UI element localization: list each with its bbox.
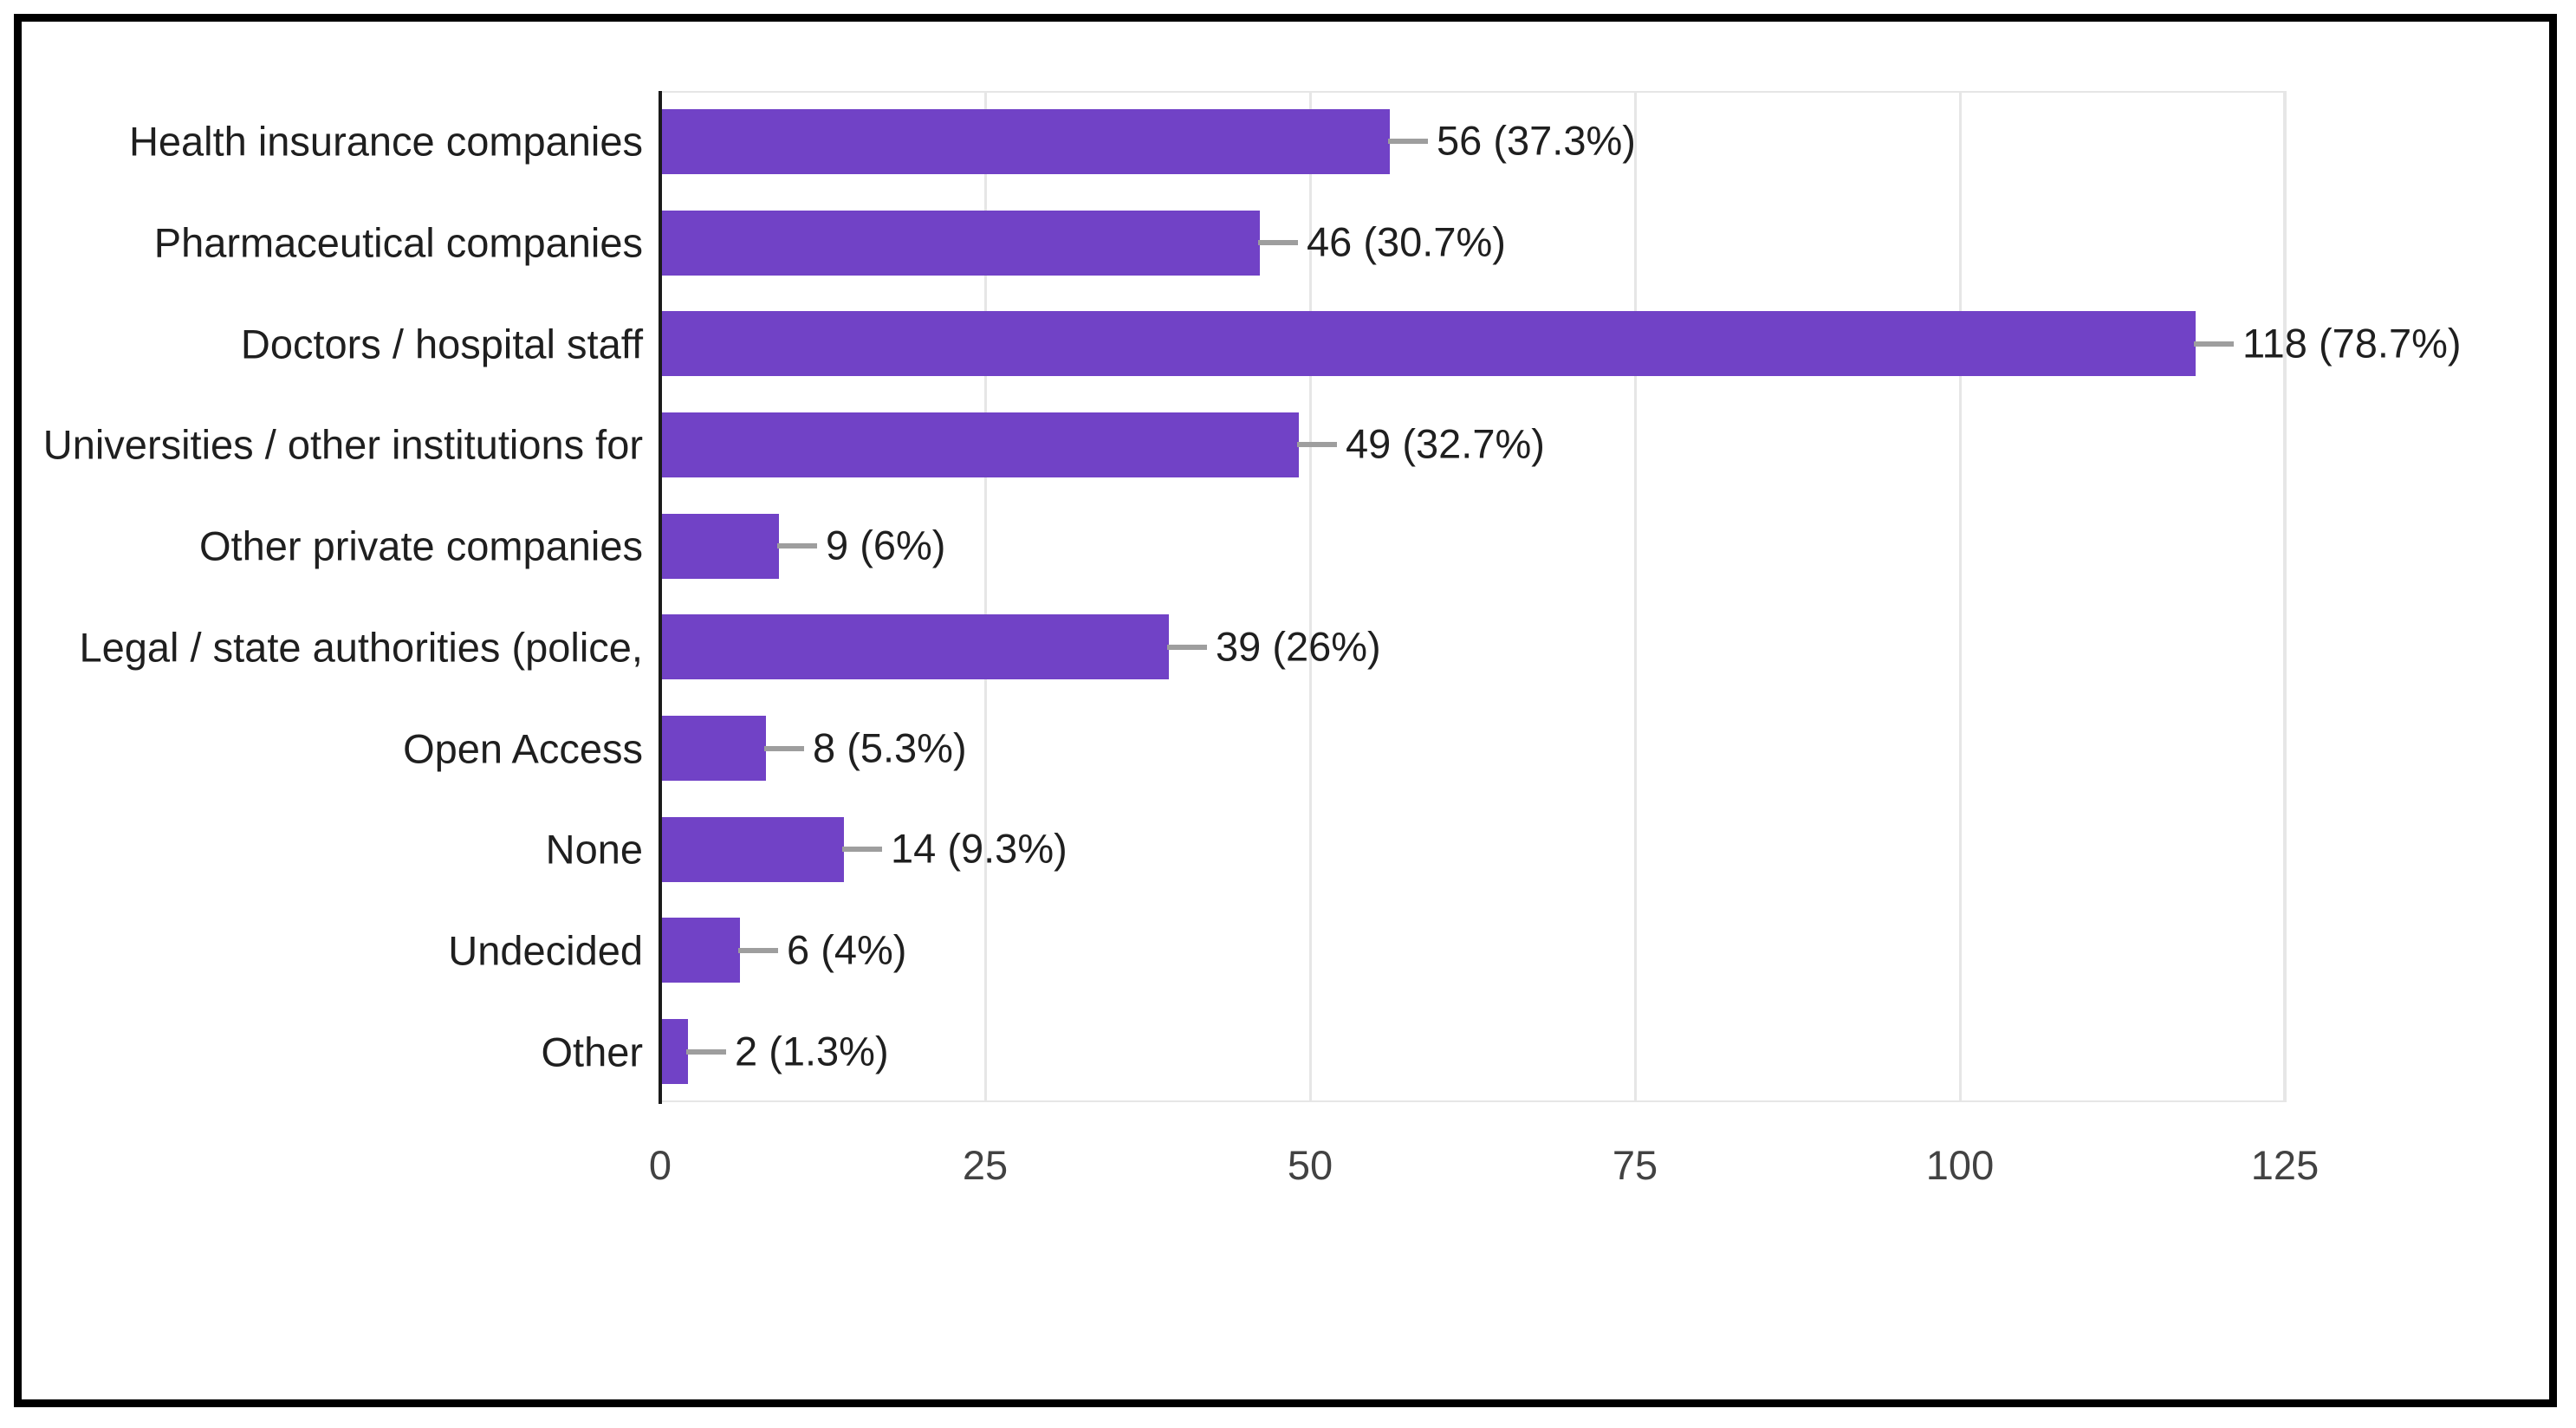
value-label: 39 (26%) xyxy=(1216,623,1381,670)
category-label: None xyxy=(545,826,643,873)
category-label: Health insurance companies xyxy=(128,118,643,165)
category-label: Other private companies xyxy=(198,523,643,569)
value-connector-line xyxy=(1388,139,1428,145)
bar xyxy=(662,614,1169,680)
x-gridline xyxy=(1634,91,1637,1102)
y-axis-line xyxy=(659,91,662,1104)
value-label: 14 (9.3%) xyxy=(891,825,1067,872)
value-connector-line xyxy=(1258,240,1298,246)
bar xyxy=(662,412,1299,477)
value-label: 46 (30.7%) xyxy=(1307,218,1506,265)
value-label: 8 (5.3%) xyxy=(813,724,967,770)
value-connector-line xyxy=(1167,644,1207,650)
value-connector-line xyxy=(777,543,817,549)
category-label: Undecided xyxy=(448,927,643,974)
category-label: Universities / other institutions for xyxy=(42,421,643,468)
category-label: Doctors / hospital staff xyxy=(240,321,643,367)
chart-frame: Health insurance companies 56 (37.3%) Phar… xyxy=(14,14,2557,1407)
value-label: 56 (37.3%) xyxy=(1437,117,1636,164)
x-tick-label: 25 xyxy=(962,1142,1009,1188)
category-label: Pharmaceutical companies xyxy=(153,219,643,266)
bar xyxy=(662,210,1260,276)
x-tick-label: 75 xyxy=(1612,1142,1658,1188)
category-label: Open Access xyxy=(403,725,643,772)
value-connector-line xyxy=(738,947,778,953)
category-label: Legal / state authorities (police, xyxy=(79,624,643,671)
value-label: 118 (78.7%) xyxy=(2242,320,2462,367)
value-label: 49 (32.7%) xyxy=(1346,420,1545,467)
value-connector-line xyxy=(842,847,882,853)
bar xyxy=(662,918,740,983)
x-tick-label: 0 xyxy=(648,1142,672,1188)
value-label: 9 (6%) xyxy=(826,522,946,568)
bar-chart: Health insurance companies 56 (37.3%) Phar… xyxy=(22,22,2549,1399)
value-connector-line xyxy=(764,745,804,751)
x-gridline xyxy=(1309,91,1312,1102)
value-label: 6 (4%) xyxy=(787,926,907,973)
x-tick-label: 100 xyxy=(1925,1142,1995,1188)
bar xyxy=(662,1019,688,1085)
x-tick-label: 50 xyxy=(1287,1142,1333,1188)
value-label: 2 (1.3%) xyxy=(735,1028,889,1074)
x-gridline xyxy=(2284,91,2287,1102)
bar xyxy=(662,816,844,882)
value-connector-line xyxy=(2194,341,2234,347)
category-label: Other xyxy=(541,1029,643,1075)
bar xyxy=(662,716,766,782)
x-tick-label: 125 xyxy=(2250,1142,2320,1188)
bar xyxy=(662,108,1390,174)
x-gridline xyxy=(1959,91,1962,1102)
bar xyxy=(662,311,2196,377)
x-gridline xyxy=(984,91,987,1102)
value-connector-line xyxy=(1297,442,1337,448)
bar xyxy=(662,513,779,579)
value-connector-line xyxy=(686,1048,726,1055)
